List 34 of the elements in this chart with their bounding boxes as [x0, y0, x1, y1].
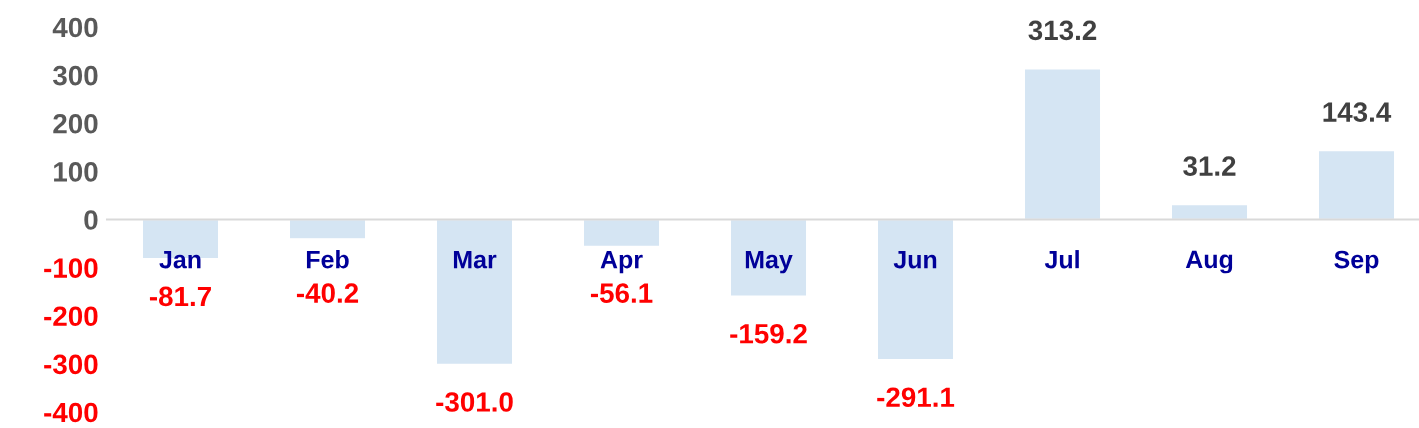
y-tick-label: 100	[54, 162, 98, 182]
x-tick-label: Jul	[1044, 250, 1079, 269]
bar	[582, 218, 661, 248]
y-tick-label: 300	[52, 65, 98, 86]
y-tick-label: 400	[52, 17, 98, 38]
x-tick-label: Mar	[453, 250, 497, 269]
y-tick-label: 200	[53, 113, 98, 134]
x-tick-label: Jan	[159, 250, 201, 269]
data-label: -81.7	[149, 286, 211, 307]
data-label: 143.4	[1323, 102, 1392, 122]
x-tick-label: Aug	[1185, 250, 1233, 274]
bar	[729, 218, 808, 297]
data-label: -159.2	[730, 323, 807, 344]
y-tick-label: -200	[44, 306, 98, 327]
x-tick-label: Jun	[893, 250, 937, 269]
data-label: -56.1	[590, 283, 653, 303]
bar	[435, 218, 514, 366]
x-tick-label: Feb	[306, 250, 349, 269]
x-tick-label: Apr	[600, 250, 643, 274]
y-tick-label: -300	[44, 354, 98, 375]
x-tick-label: Sep	[1334, 250, 1379, 274]
data-label: 313.2	[1028, 20, 1097, 41]
x-tick-label: May	[745, 250, 793, 274]
data-label: -40.2	[296, 283, 359, 303]
data-label: -301.0	[436, 392, 513, 412]
data-label: -291.1	[877, 387, 955, 408]
y-tick-label: -400	[44, 402, 98, 423]
bar	[876, 218, 955, 361]
bar	[288, 218, 367, 240]
bar	[1023, 68, 1102, 221]
data-label: 31.2	[1183, 156, 1236, 176]
bar	[1317, 149, 1396, 221]
y-tick-label: 0	[84, 210, 98, 230]
y-tick-label: -100	[44, 258, 98, 278]
